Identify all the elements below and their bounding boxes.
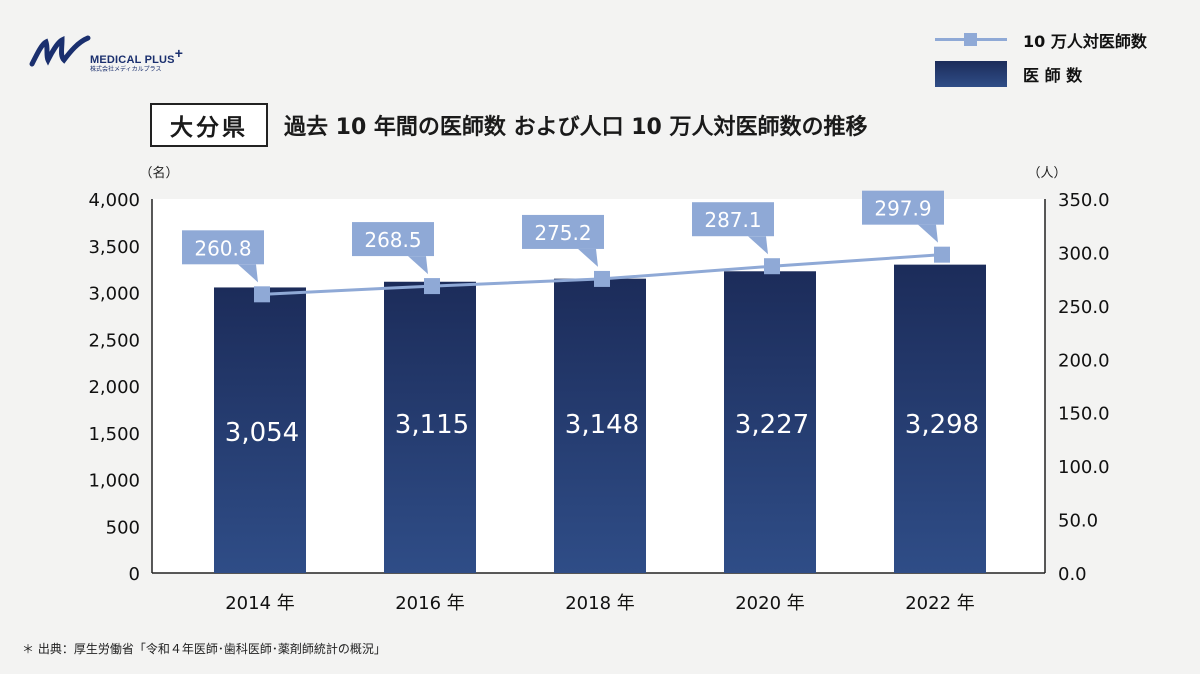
- line-value-label: 268.5: [364, 228, 421, 252]
- bar-5: [894, 264, 986, 573]
- left-tick-label: 1,000: [88, 471, 140, 492]
- x-tick-label: 2016 年: [395, 593, 465, 614]
- logo-plus-glyph: +: [174, 45, 184, 61]
- line-value-pointer: [578, 248, 598, 267]
- right-tick-label: 300.0: [1058, 243, 1110, 264]
- line-marker-4: [764, 258, 780, 275]
- bar-value-label: 3,298: [905, 410, 979, 440]
- line-value-label: 287.1: [704, 208, 761, 232]
- x-tick-label: 2022 年: [905, 593, 975, 614]
- line-value-box: [522, 214, 604, 249]
- left-tick-label: 2,000: [88, 377, 140, 398]
- line-value-pointer: [238, 264, 258, 283]
- line-value-pointer: [408, 256, 428, 275]
- bar-2: [384, 281, 476, 573]
- logo-wordmark: MEDICAL PLUS+: [90, 45, 184, 66]
- line-marker-2: [424, 278, 440, 295]
- right-axis-unit: （人）: [1027, 166, 1066, 181]
- prefecture-badge: 大分県: [150, 103, 268, 147]
- line-value-label: 297.9: [874, 197, 931, 221]
- legend-line-swatch-icon: [935, 28, 1007, 52]
- right-tick-label: 0.0: [1058, 564, 1087, 585]
- right-tick-label: 50.0: [1058, 511, 1098, 532]
- right-tick-label: 250.0: [1058, 297, 1110, 318]
- left-axis-unit: （名）: [139, 165, 178, 181]
- bar-value-label: 3,115: [395, 410, 469, 440]
- bar-value-label: 3,054: [225, 418, 299, 448]
- left-tick-label: 4,000: [88, 190, 140, 211]
- chart-legend: 10 万人対医師数 医 師 数: [935, 28, 1185, 98]
- line-value-box: [182, 230, 264, 265]
- chart-title: 大分県 過去 10 年間の医師数 および人口 10 万人対医師数の推移: [150, 103, 868, 147]
- bar-value-label: 3,227: [735, 410, 809, 440]
- right-tick-label: 200.0: [1058, 350, 1110, 371]
- right-tick-label: 100.0: [1058, 457, 1110, 478]
- legend-bar-swatch-icon: [935, 61, 1007, 87]
- left-tick-label: 1,500: [88, 424, 140, 445]
- left-tick-label: 3,500: [88, 237, 140, 258]
- bar-value-label: 3,148: [565, 410, 639, 440]
- line-value-box: [352, 222, 434, 257]
- line-value-pointer: [918, 224, 938, 243]
- bar-3: [554, 278, 646, 573]
- x-tick-label: 2020 年: [735, 593, 805, 614]
- legend-item-line: 10 万人対医師数: [935, 28, 1147, 52]
- title-text: 過去 10 年間の医師数 および人口 10 万人対医師数の推移: [284, 115, 868, 140]
- line-value-label: 260.8: [194, 236, 251, 260]
- x-tick-label: 2014 年: [225, 593, 295, 614]
- right-tick-label: 150.0: [1058, 404, 1110, 425]
- legend-line-label: 10 万人対医師数: [1023, 32, 1147, 51]
- left-tick-label: 2,500: [88, 330, 140, 351]
- left-tick-label: 500: [106, 517, 140, 538]
- medical-plus-logo: MEDICAL PLUS+ 株式会社メディカルプラス: [28, 34, 183, 76]
- line-value-pointer: [748, 236, 768, 255]
- legend-bar-label: 医 師 数: [1023, 66, 1083, 85]
- logo-subtext: 株式会社メディカルプラス: [90, 66, 162, 73]
- legend-item-bar: 医 師 数: [935, 61, 1083, 87]
- left-tick-label: 3,000: [88, 284, 140, 305]
- line-marker-3: [594, 270, 610, 287]
- left-tick-label: 0: [129, 564, 140, 585]
- line-value-box: [692, 202, 774, 237]
- line-value-box: [862, 190, 944, 225]
- line-value-label: 275.2: [534, 221, 591, 245]
- logo-mark-icon: [29, 35, 91, 67]
- x-tick-label: 2018 年: [565, 593, 635, 614]
- right-tick-label: 350.0: [1058, 190, 1110, 211]
- source-note: ＊ 出典：厚生労働省「令和４年医師･歯科医師･薬剤師統計の概況」: [22, 642, 386, 656]
- line-marker-5: [934, 246, 950, 263]
- bar-4: [724, 271, 816, 573]
- line-marker-1: [254, 286, 270, 303]
- bar-1: [214, 287, 306, 573]
